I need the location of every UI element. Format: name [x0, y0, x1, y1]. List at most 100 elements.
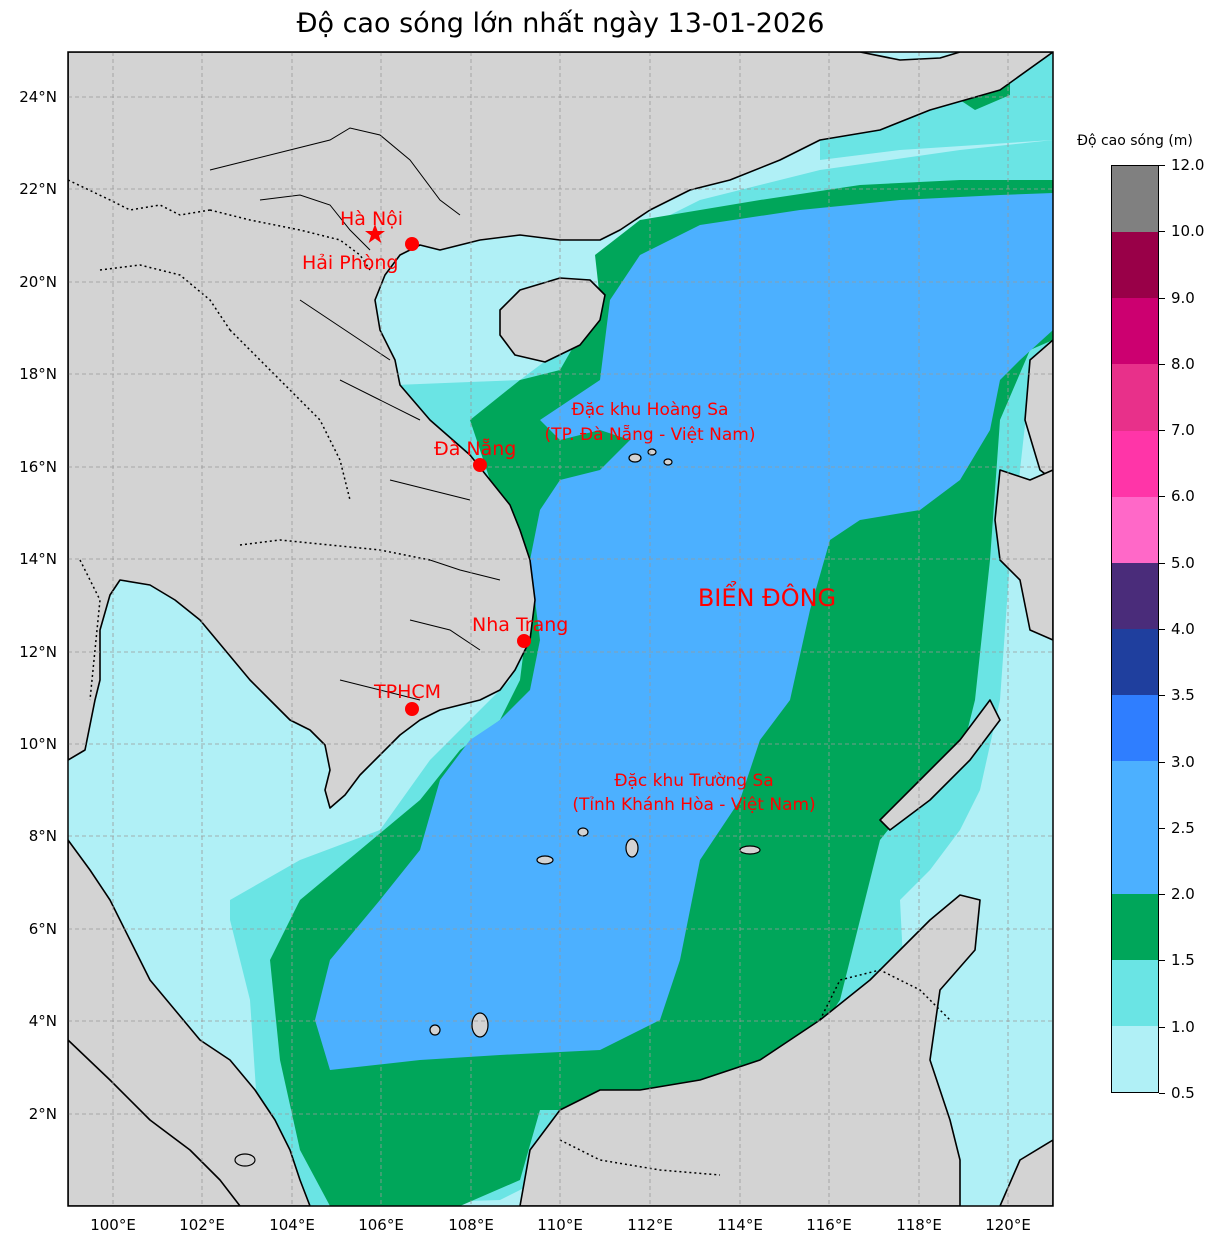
danang-label: Đà Nẵng: [434, 437, 516, 460]
lat-tick: 22°N: [19, 180, 57, 198]
colorbar-tick-mark: [1159, 629, 1165, 630]
colorbar-segment: [1112, 298, 1158, 365]
colorbar-segment: [1112, 364, 1158, 431]
lon-tick: 104°E: [269, 1216, 315, 1234]
lon-tick: 102°E: [179, 1216, 225, 1234]
colorbar-tick-mark: [1159, 298, 1165, 299]
colorbar-tick-mark: [1159, 960, 1165, 961]
paracel-label-line1: Đặc khu Hoàng Sa: [572, 400, 729, 420]
lat-tick: 4°N: [29, 1012, 57, 1030]
borneo-island: [519, 894, 981, 1206]
map-area: Hà Nội Hải Phòng Đà Nẵng Nha Trang TPHCM…: [68, 52, 1053, 1206]
colorbar-tick-label: 2.0: [1171, 885, 1195, 903]
haiphong-label: Hải Phòng: [302, 252, 398, 274]
lon-tick: 112°E: [627, 1216, 673, 1234]
colorbar-segment: [1112, 695, 1158, 762]
lon-tick-labels: 100°E 102°E 104°E 106°E 108°E 110°E 112°…: [90, 1216, 1031, 1234]
colorbar-tick-label: 8.0: [1171, 355, 1195, 373]
colorbar-tick-label: 6.0: [1171, 487, 1195, 505]
colorbar-segment: [1112, 1025, 1158, 1092]
colorbar-segment: [1112, 166, 1158, 233]
philippines-central: [994, 469, 1053, 641]
haiphong-marker: [405, 237, 419, 251]
colorbar-tick-mark: [1159, 231, 1165, 232]
colorbar-tick-label: 2.5: [1171, 819, 1195, 837]
colorbar-segment: [1112, 496, 1158, 563]
lat-tick: 14°N: [19, 550, 57, 568]
nhatrang-label: Nha Trang: [472, 614, 568, 636]
colorbar-tick-mark: [1159, 364, 1165, 365]
bien-dong-label: BIỂN ĐÔNG: [698, 580, 836, 612]
colorbar-tick-mark: [1159, 828, 1165, 829]
map-title: Độ cao sóng lớn nhất ngày 13-01-2026: [296, 8, 825, 39]
colorbar-tick-mark: [1159, 430, 1165, 431]
colorbar-segment: [1112, 629, 1158, 696]
colorbar-title: Độ cao sóng (m): [1077, 133, 1193, 149]
lon-tick: 100°E: [90, 1216, 136, 1234]
colorbar-tick-mark: [1159, 563, 1165, 564]
land-areas: [68, 52, 1053, 1206]
lat-tick: 16°N: [19, 458, 57, 476]
colorbar-tick-label: 10.0: [1171, 222, 1205, 240]
lon-tick: 110°E: [537, 1216, 583, 1234]
hanoi-star-marker: [365, 224, 385, 243]
lat-tick: 18°N: [19, 365, 57, 383]
colorbar-segment: [1112, 562, 1158, 630]
lon-tick: 108°E: [448, 1216, 494, 1234]
city-markers: [365, 224, 531, 716]
lat-tick: 2°N: [29, 1105, 57, 1123]
map-frame: [67, 51, 1054, 1207]
palawan-island: [879, 699, 1001, 831]
tphcm-label: TPHCM: [373, 681, 441, 703]
borders: [68, 179, 951, 1176]
spratly-label-line2: (Tỉnh Khánh Hòa - Việt Nam): [572, 795, 815, 815]
gridlines: [68, 52, 1053, 1206]
colorbar-tick-label: 12.0: [1171, 156, 1205, 174]
lat-tick-labels: 2°N 4°N 6°N 8°N 10°N 12°N 14°N 16°N 18°N…: [19, 88, 57, 1123]
colorbar-tick-label: 3.0: [1171, 753, 1195, 771]
colorbar-tick-mark: [1159, 1093, 1165, 1094]
lon-tick: 118°E: [896, 1216, 942, 1234]
lon-tick: 120°E: [985, 1216, 1031, 1234]
luzon-island: [1024, 339, 1053, 481]
colorbar: [1111, 165, 1159, 1093]
province-lines: [209, 127, 501, 701]
colorbar-tick-label: 0.5: [1171, 1084, 1195, 1102]
colorbar-tick-mark: [1159, 894, 1165, 895]
colorbar-tick-mark: [1159, 695, 1165, 696]
colorbar-segment: [1112, 959, 1158, 1026]
colorbar-segment: [1112, 761, 1158, 828]
sumatra: [68, 1039, 241, 1206]
nhatrang-marker: [517, 634, 531, 648]
spratly-label-line1: Đặc khu Trường Sa: [614, 771, 773, 791]
danang-marker: [473, 458, 487, 472]
lon-tick: 106°E: [358, 1216, 404, 1234]
colorbar-tick-label: 3.5: [1171, 686, 1195, 704]
lat-tick: 10°N: [19, 735, 57, 753]
lon-tick: 116°E: [806, 1216, 852, 1234]
mainland-asia: [68, 52, 1053, 809]
colorbar-tick-mark: [1159, 165, 1165, 166]
colorbar-tick-label: 9.0: [1171, 289, 1195, 307]
lat-tick: 24°N: [19, 88, 57, 106]
paracel-label-line2: (TP. Đà Nẵng - Việt Nam): [545, 424, 756, 445]
wave-zone-2-3m: [315, 193, 1053, 1070]
colorbar-tick-label: 7.0: [1171, 421, 1195, 439]
lat-tick: 6°N: [29, 920, 57, 938]
lon-tick: 114°E: [717, 1216, 763, 1234]
hanoi-label: Hà Nội: [340, 208, 403, 230]
colorbar-tick-mark: [1159, 762, 1165, 763]
colorbar-segment: [1112, 232, 1158, 299]
lat-tick: 12°N: [19, 643, 57, 661]
colorbar-tick-mark: [1159, 1027, 1165, 1028]
colorbar-segment: [1112, 827, 1158, 894]
colorbar-tick-label: 1.0: [1171, 1018, 1195, 1036]
lat-tick: 8°N: [29, 827, 57, 845]
lat-tick: 20°N: [19, 273, 57, 291]
colorbar-tick-label: 5.0: [1171, 554, 1195, 572]
philippines-south: [999, 1139, 1053, 1206]
small-islands: [234, 448, 761, 1167]
colorbar-segment: [1112, 430, 1158, 497]
colorbar-tick-label: 4.0: [1171, 620, 1195, 638]
